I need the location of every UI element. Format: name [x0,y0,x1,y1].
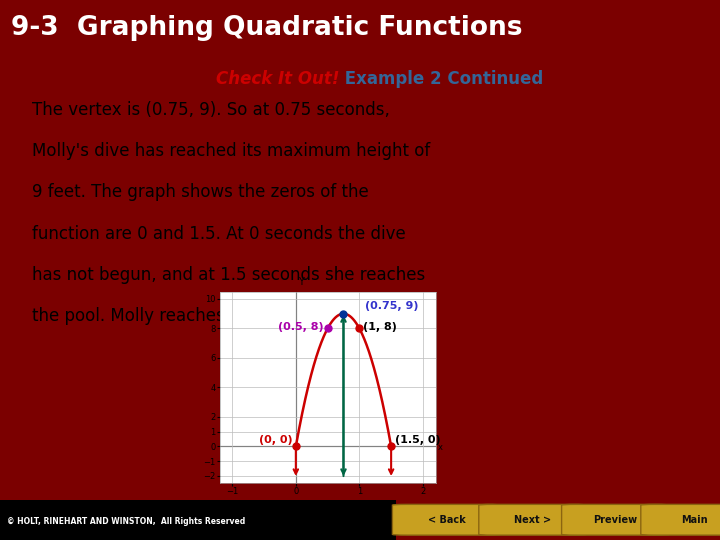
Text: (0.75, 9): (0.75, 9) [365,301,418,311]
Text: Preview: Preview [593,515,638,525]
Text: Example 2 Continued: Example 2 Continued [339,70,544,88]
Text: Molly's dive has reached its maximum height of: Molly's dive has reached its maximum hei… [32,142,430,160]
FancyBboxPatch shape [562,504,670,535]
Text: (0, 0): (0, 0) [258,435,292,445]
Text: < Back: < Back [428,515,465,525]
Text: (1.5, 0): (1.5, 0) [395,435,441,445]
Text: Main: Main [682,515,708,525]
Text: x: x [437,443,442,453]
Text: the pool. Molly reaches the pool in 1.5 seconds.: the pool. Molly reaches the pool in 1.5 … [32,307,428,325]
Text: has not begun, and at 1.5 seconds she reaches: has not begun, and at 1.5 seconds she re… [32,266,425,284]
Text: 9 feet. The graph shows the zeros of the: 9 feet. The graph shows the zeros of the [32,183,369,201]
Text: Next >: Next > [514,515,552,525]
Text: Check It Out!: Check It Out! [215,70,339,88]
FancyBboxPatch shape [0,500,396,540]
FancyBboxPatch shape [641,504,720,535]
FancyBboxPatch shape [479,504,587,535]
FancyBboxPatch shape [392,504,500,535]
Text: (0.5, 8): (0.5, 8) [279,322,324,333]
Text: function are 0 and 1.5. At 0 seconds the dive: function are 0 and 1.5. At 0 seconds the… [32,225,405,242]
Text: Y: Y [297,277,304,287]
Text: © HOLT, RINEHART AND WINSTON,  All Rights Reserved: © HOLT, RINEHART AND WINSTON, All Rights… [7,517,246,526]
Text: 9-3  Graphing Quadratic Functions: 9-3 Graphing Quadratic Functions [11,15,522,42]
Text: The vertex is (0.75, 9). So at 0.75 seconds,: The vertex is (0.75, 9). So at 0.75 seco… [32,100,390,119]
Text: (1, 8): (1, 8) [363,322,397,333]
